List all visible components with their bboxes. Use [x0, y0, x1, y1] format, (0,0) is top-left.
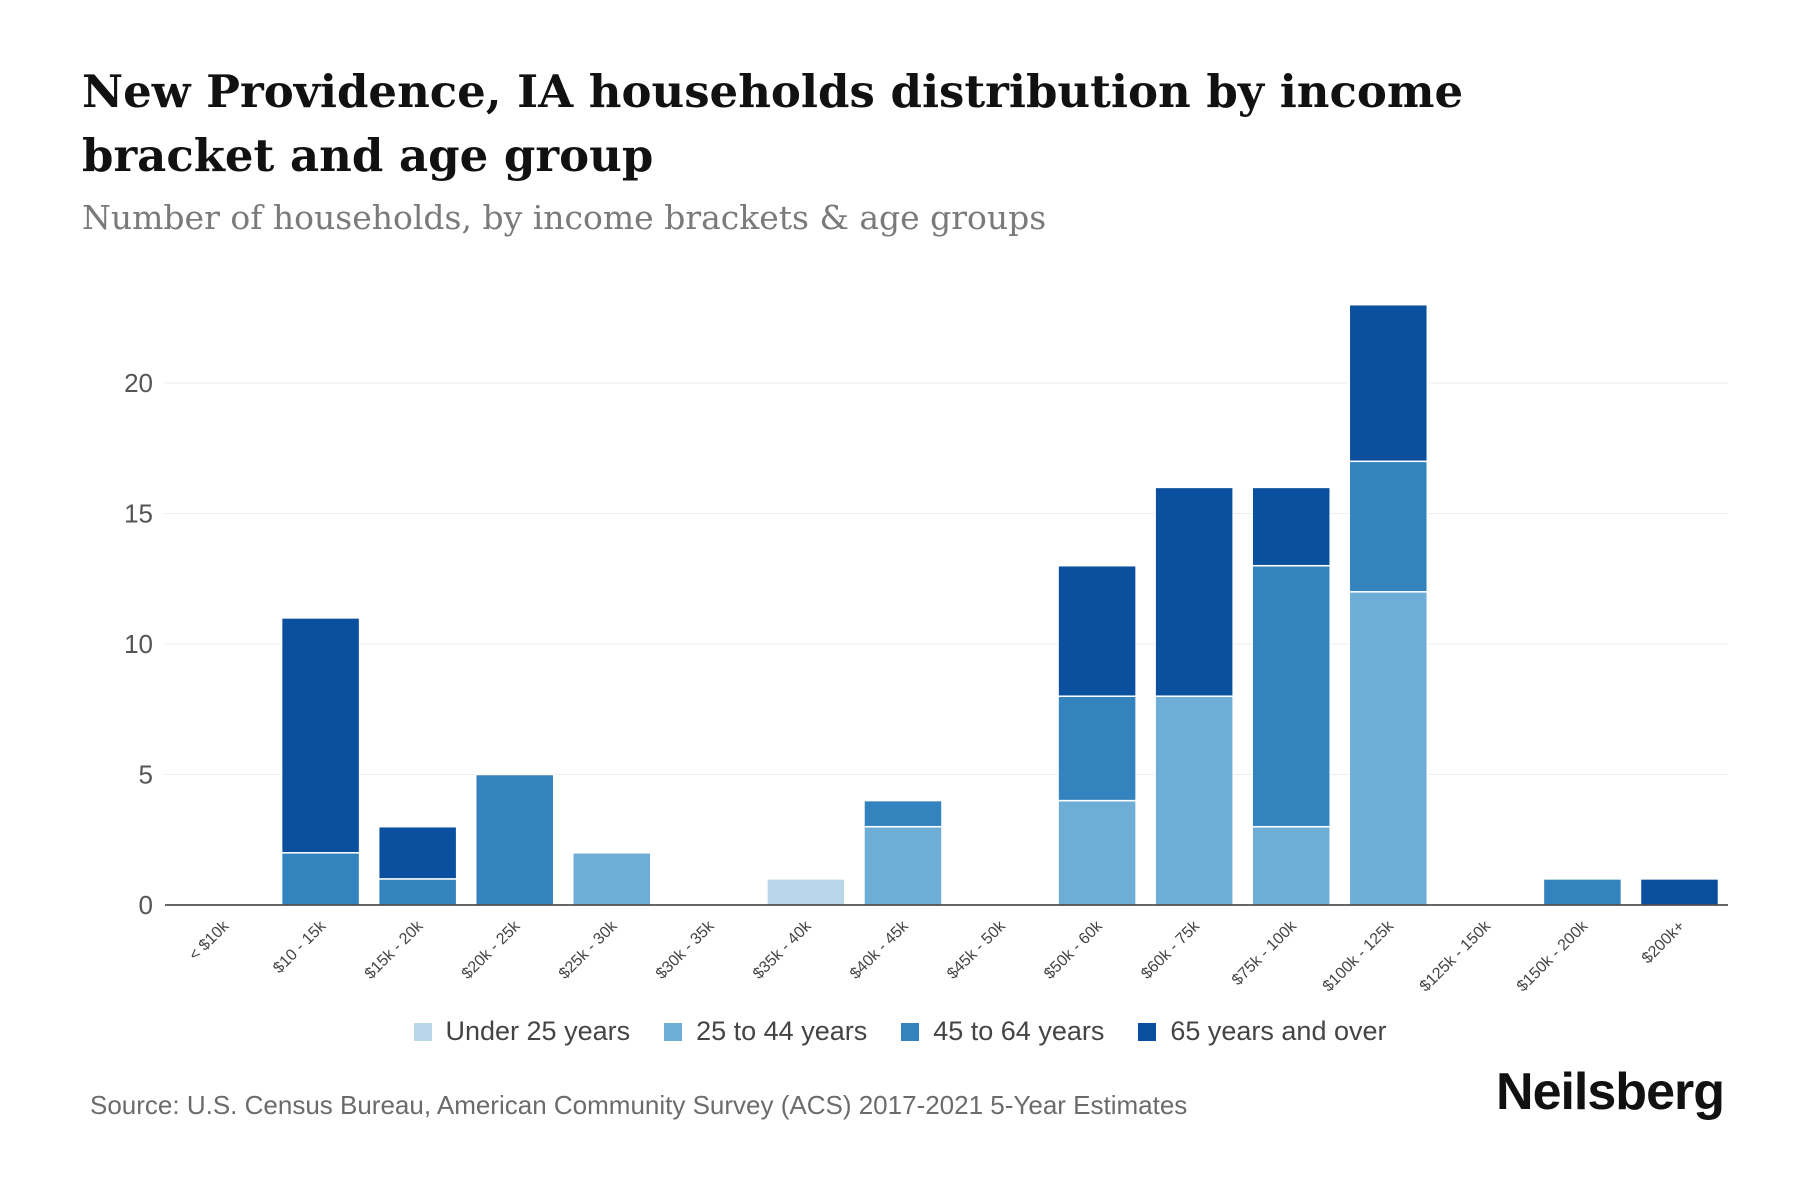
x-tick-label: $30k - 35k [653, 917, 719, 983]
bar-segment [1251, 486, 1331, 567]
brand-logo: Neilsberg [1496, 1063, 1725, 1121]
x-tick-label: $150k - 200k [1514, 917, 1592, 995]
stacked-bar-chart: 0 5 10 15 20 < $10k $10 - 15k $15k - 20k $20k - … [124, 303, 1728, 995]
chart-subtitle: Number of households, by income brackets… [82, 198, 1047, 237]
bar-segment [1251, 564, 1331, 828]
legend-label-under-25: Under 25 years [445, 1016, 631, 1046]
x-tick-label: $45k - 50k [944, 917, 1010, 983]
bar-segment [280, 617, 361, 854]
legend-item-under-25[interactable]: Under 25 years [413, 1016, 631, 1047]
bar-segment [1348, 591, 1429, 906]
bar-segment [1348, 460, 1429, 593]
x-tick-label: $25k - 30k [556, 917, 622, 983]
x-tick-label: $100k - 125k [1320, 917, 1398, 995]
bar-segment [1057, 695, 1137, 802]
bar-segment [1542, 878, 1623, 906]
bar-segment [863, 799, 943, 828]
y-tick-label: 20 [124, 368, 153, 398]
y-tick-label: 5 [139, 760, 153, 790]
chart-legend: Under 25 years 25 to 44 years 45 to 64 y… [0, 1016, 1800, 1047]
legend-item-45-to-64[interactable]: 45 to 64 years [901, 1016, 1104, 1047]
bar-segment [572, 852, 652, 906]
legend-item-65-and-over[interactable]: 65 years and over [1138, 1016, 1387, 1047]
x-tick-label: $10 - 15k [270, 917, 330, 977]
x-tick-label: $20k - 25k [459, 917, 525, 983]
legend-label-65-and-over: 65 years and over [1170, 1016, 1387, 1046]
bar-segment [1639, 878, 1720, 906]
bar-segment [766, 878, 846, 906]
bar-segment [377, 878, 458, 906]
x-tick-label: $15k - 20k [362, 917, 428, 983]
x-tick-label: $35k - 40k [750, 917, 816, 983]
x-tick-label: < $10k [186, 917, 233, 964]
bar-segment [377, 825, 458, 880]
bar-segment [1154, 695, 1234, 906]
legend-swatch-25-to-44 [664, 1022, 683, 1041]
bar-segment [1348, 303, 1429, 463]
bar-segment [1057, 564, 1137, 697]
legend-label-25-to-44: 25 to 44 years [696, 1016, 868, 1046]
x-tick-label: $125k - 150k [1417, 917, 1495, 995]
legend-label-45-to-64: 45 to 64 years [933, 1016, 1105, 1046]
chart-title: New Providence, IA households distributi… [82, 65, 1464, 182]
x-tick-label: $60k - 75k [1138, 917, 1204, 983]
legend-swatch-65-and-over [1138, 1022, 1157, 1041]
y-tick-label: 10 [124, 629, 153, 659]
y-tick-label: 0 [139, 890, 153, 920]
legend-swatch-45-to-64 [901, 1022, 920, 1041]
bar-segment [474, 773, 555, 906]
bar-segment [1251, 825, 1331, 906]
legend-item-25-to-44[interactable]: 25 to 44 years [664, 1016, 867, 1047]
x-tick-label: $200k+ [1639, 918, 1688, 967]
source-note: Source: U.S. Census Bureau, American Com… [90, 1090, 1188, 1120]
x-tick-label: $75k - 100k [1229, 917, 1301, 989]
y-tick-label: 15 [124, 499, 153, 529]
x-tick-label: $40k - 45k [847, 917, 913, 983]
bar-segment [1154, 486, 1234, 697]
bar-segment [1057, 799, 1137, 906]
bar-segment [280, 852, 361, 906]
bar-segment [863, 825, 943, 906]
x-tick-label: $50k - 60k [1041, 917, 1107, 983]
legend-swatch-under-25 [413, 1022, 432, 1041]
